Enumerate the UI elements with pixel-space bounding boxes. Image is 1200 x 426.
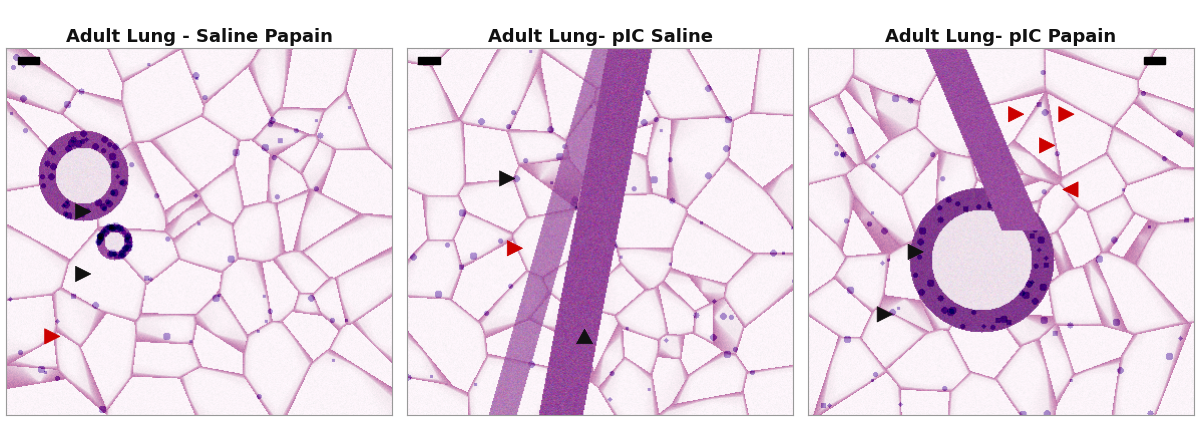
Polygon shape <box>1039 138 1055 154</box>
Polygon shape <box>44 329 60 344</box>
Polygon shape <box>576 329 593 344</box>
Bar <box>419 58 439 64</box>
Polygon shape <box>76 204 91 220</box>
Polygon shape <box>76 267 91 282</box>
Polygon shape <box>908 245 923 260</box>
Polygon shape <box>1008 107 1024 123</box>
Text: Adult Lung - Saline Papain: Adult Lung - Saline Papain <box>66 28 332 46</box>
Bar <box>18 58 38 64</box>
Polygon shape <box>877 307 893 322</box>
Polygon shape <box>1063 182 1078 198</box>
Polygon shape <box>499 171 515 187</box>
Polygon shape <box>508 241 522 256</box>
Text: Adult Lung- pIC Saline: Adult Lung- pIC Saline <box>487 28 713 46</box>
Bar <box>1144 58 1165 64</box>
Text: Adult Lung- pIC Papain: Adult Lung- pIC Papain <box>886 28 1116 46</box>
Polygon shape <box>1058 107 1074 123</box>
